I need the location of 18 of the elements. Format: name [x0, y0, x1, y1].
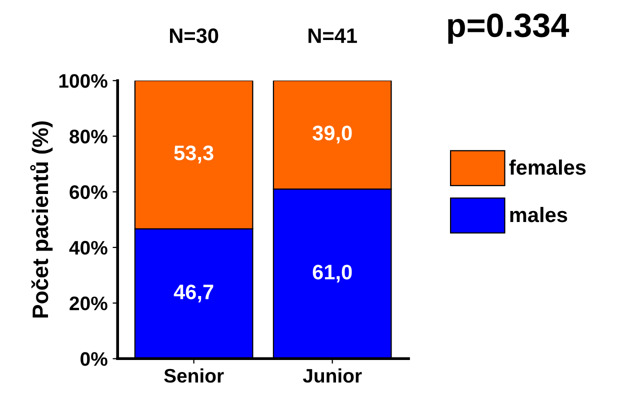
text: N=41 [308, 28, 357, 43]
y-axis-title: Počet pacientů (%) [30, 121, 53, 318]
data-label: 61,0 [312, 264, 352, 282]
y-tick-label: 0% [80, 352, 108, 366]
data-label: 53,3 [174, 146, 214, 164]
y-tick-label: 80% [70, 130, 108, 144]
y-tick-label: 40% [69, 240, 108, 255]
x-tick-label: Junior [302, 368, 362, 383]
legend-label: females [509, 160, 586, 175]
text: N=30 [170, 28, 218, 44]
y-tick-label: 20% [70, 296, 108, 310]
data-label: 46,7 [174, 284, 214, 302]
y-tick-label: 60% [70, 185, 108, 200]
text: p=0.334 [448, 14, 570, 44]
x-tick-label: Senior [164, 368, 224, 383]
y-tick-label: 100% [59, 74, 108, 88]
data-label: 39,0 [312, 126, 352, 144]
legend-label: males [510, 206, 568, 222]
